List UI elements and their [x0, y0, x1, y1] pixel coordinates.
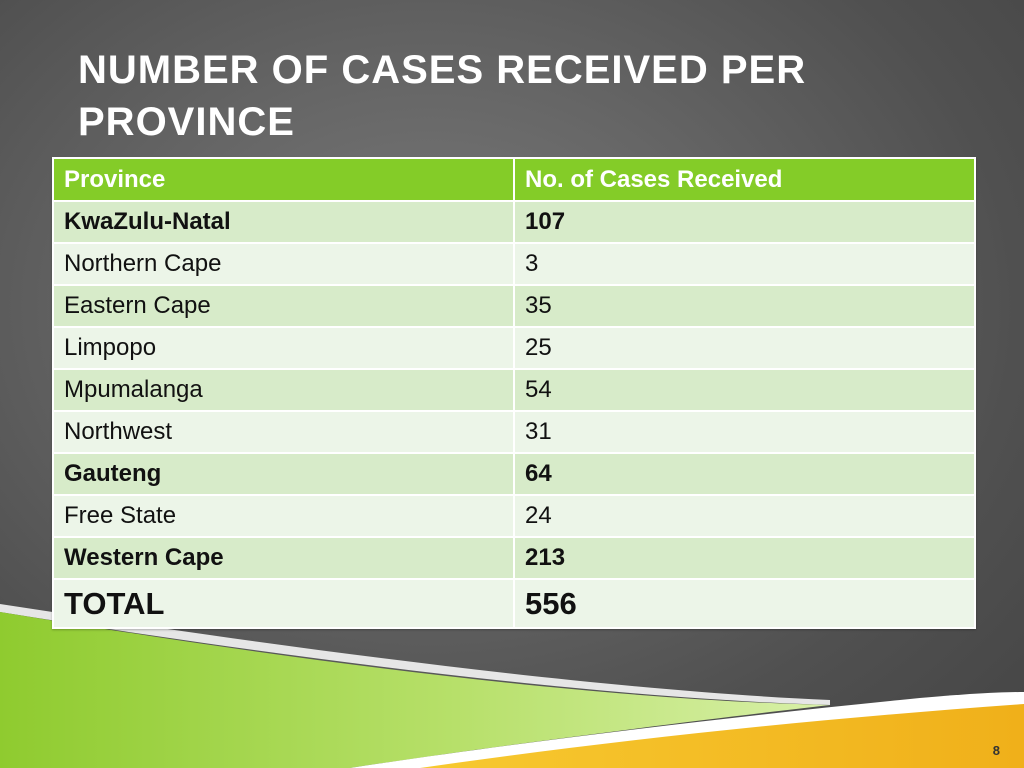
cases-cell: 107 [513, 200, 976, 244]
table-row: Limpopo 25 [52, 326, 976, 370]
province-cell: Western Cape [52, 536, 515, 580]
table-row: Gauteng 64 [52, 452, 976, 496]
page-number: 8 [992, 743, 1000, 758]
table-row: KwaZulu-Natal 107 [52, 200, 976, 244]
header-province: Province [52, 157, 515, 202]
cases-cell: 24 [513, 494, 976, 538]
total-row: TOTAL 556 [52, 578, 976, 629]
cases-cell: 25 [513, 326, 976, 370]
cases-cell: 35 [513, 284, 976, 328]
province-cell: KwaZulu-Natal [52, 200, 515, 244]
table-row: Western Cape 213 [52, 536, 976, 580]
table-row: Mpumalanga 54 [52, 368, 976, 412]
province-cell: Mpumalanga [52, 368, 515, 412]
table-header-row: Province No. of Cases Received [52, 157, 976, 202]
cases-cell: 54 [513, 368, 976, 412]
table-row: Free State 24 [52, 494, 976, 538]
province-cell: Northwest [52, 410, 515, 454]
province-cell: Northern Cape [52, 242, 515, 286]
slide-title: NUMBER OF CASES RECEIVED PER PROVINCE [78, 48, 807, 144]
total-value: 556 [513, 578, 976, 629]
cases-cell: 3 [513, 242, 976, 286]
cases-cell: 213 [513, 536, 976, 580]
province-cell: Limpopo [52, 326, 515, 370]
table-row: Northern Cape 3 [52, 242, 976, 286]
table-row: Northwest 31 [52, 410, 976, 454]
cases-table: Province No. of Cases Received KwaZulu-N… [52, 157, 976, 629]
province-cell: Eastern Cape [52, 284, 515, 328]
province-cell: Free State [52, 494, 515, 538]
total-label: TOTAL [52, 578, 515, 629]
province-cell: Gauteng [52, 452, 515, 496]
cases-cell: 31 [513, 410, 976, 454]
header-cases: No. of Cases Received [513, 157, 976, 202]
table-row: Eastern Cape 35 [52, 284, 976, 328]
cases-cell: 64 [513, 452, 976, 496]
